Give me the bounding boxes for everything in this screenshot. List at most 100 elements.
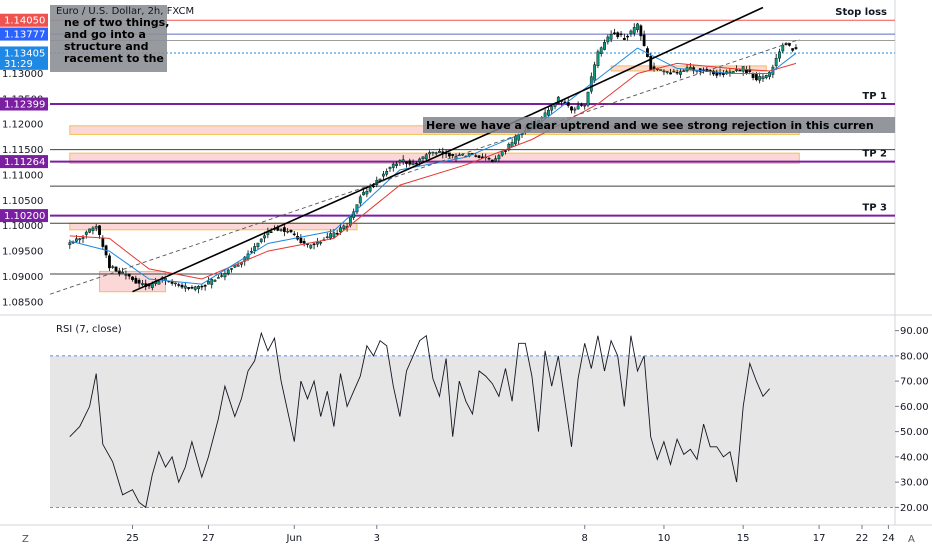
- candle-body: [325, 236, 329, 239]
- candle-body: [319, 241, 323, 244]
- price-tag-label: 1.10200: [4, 211, 45, 222]
- x-tick-label: 15: [737, 533, 750, 544]
- price-tag[interactable]: [0, 209, 48, 223]
- candle-body: [477, 155, 481, 158]
- candle-body: [98, 225, 101, 235]
- price-tag[interactable]: [0, 97, 48, 111]
- candle-body: [203, 284, 207, 287]
- candle-body: [388, 167, 392, 169]
- candle-body: [735, 69, 738, 71]
- candle-body: [639, 25, 643, 37]
- annotation-box[interactable]: [423, 117, 895, 133]
- candle-body: [431, 151, 435, 154]
- rsi-band: [50, 355, 895, 508]
- candle-body: [616, 32, 620, 38]
- candle-body: [372, 185, 375, 188]
- note-line: structure and: [64, 40, 149, 53]
- candle-body: [728, 71, 732, 74]
- candle-body: [269, 231, 273, 233]
- candle-body: [421, 156, 425, 159]
- candle-body: [659, 69, 663, 71]
- rsi-y-tick-label: 60.00: [900, 402, 929, 413]
- rsi-line[interactable]: [69, 331, 770, 509]
- candle-body: [94, 226, 98, 229]
- zone-rect[interactable]: [69, 222, 358, 231]
- candle-body: [451, 154, 455, 156]
- dashed-trendline[interactable]: [49, 39, 800, 295]
- candle-body: [332, 232, 336, 238]
- candle-body: [88, 228, 92, 233]
- candle-body: [583, 104, 587, 107]
- candle-body: [576, 105, 580, 110]
- main-y-tick-label: 1.10500: [2, 196, 43, 207]
- x-tick-label: 3: [374, 533, 380, 544]
- rsi-y-tick-label: 70.00: [900, 377, 929, 388]
- price-tag[interactable]: [0, 27, 48, 41]
- candle-body: [302, 240, 306, 244]
- x-tick-label: 17: [813, 533, 826, 544]
- candle-body: [124, 274, 128, 276]
- price-tag[interactable]: [0, 13, 48, 27]
- candle-body: [457, 154, 461, 157]
- candle-body: [570, 106, 573, 111]
- candle-body: [190, 287, 194, 289]
- x-tick-label: 27: [202, 533, 215, 544]
- candle-body: [230, 268, 233, 270]
- candle-body: [692, 67, 696, 71]
- candle-body: [514, 135, 517, 145]
- rsi-y-tick-label: 80.00: [900, 351, 929, 362]
- trendline[interactable]: [531, 6, 764, 115]
- candle-body: [335, 233, 339, 235]
- price-tag[interactable]: [0, 56, 48, 70]
- price-tag[interactable]: [0, 46, 48, 60]
- candle-body: [474, 155, 478, 157]
- candle-body: [672, 70, 676, 73]
- candle-body: [292, 233, 296, 236]
- candle-body: [78, 238, 82, 241]
- footer-left-label[interactable]: Z: [22, 534, 29, 545]
- candle-body: [174, 282, 177, 285]
- candle-body: [405, 161, 408, 164]
- price-tag[interactable]: [0, 155, 48, 169]
- candle-body: [603, 41, 606, 50]
- candle-body: [586, 91, 590, 106]
- candle-body: [81, 237, 85, 239]
- candle-body: [487, 157, 491, 160]
- candle-body: [593, 64, 597, 81]
- candle-body: [286, 230, 290, 233]
- candle-body: [500, 151, 504, 156]
- candle-body: [180, 284, 184, 288]
- candle-body: [619, 33, 623, 35]
- candle-body: [791, 48, 795, 51]
- candle-body: [573, 108, 577, 111]
- moving-average-line[interactable]: [69, 47, 797, 285]
- candle-body: [662, 70, 666, 73]
- candle-body: [596, 51, 600, 67]
- candle-body: [385, 171, 389, 175]
- candle-body: [114, 266, 118, 272]
- candle-body: [216, 277, 220, 279]
- candle-body: [226, 269, 230, 274]
- candle-body: [712, 70, 715, 75]
- moving-average-line[interactable]: [69, 62, 797, 280]
- footer-right-label[interactable]: A: [908, 534, 915, 545]
- note-box[interactable]: [50, 5, 167, 72]
- x-tick-label: 25: [126, 533, 139, 544]
- price-tag-label: 1.13405: [4, 48, 45, 59]
- candle-body: [282, 227, 286, 232]
- candle-body: [223, 273, 227, 278]
- candle-body: [111, 266, 115, 268]
- candle-body: [758, 76, 762, 81]
- candle-body: [378, 178, 382, 181]
- candle-body: [279, 229, 283, 231]
- candle-body: [669, 72, 672, 75]
- trendline[interactable]: [132, 113, 533, 293]
- candle-body: [299, 237, 303, 244]
- candle-body: [233, 265, 237, 268]
- candle-body: [220, 275, 224, 277]
- candle-body: [751, 72, 755, 78]
- x-tick-label: 22: [856, 533, 869, 544]
- candle-body: [626, 35, 630, 38]
